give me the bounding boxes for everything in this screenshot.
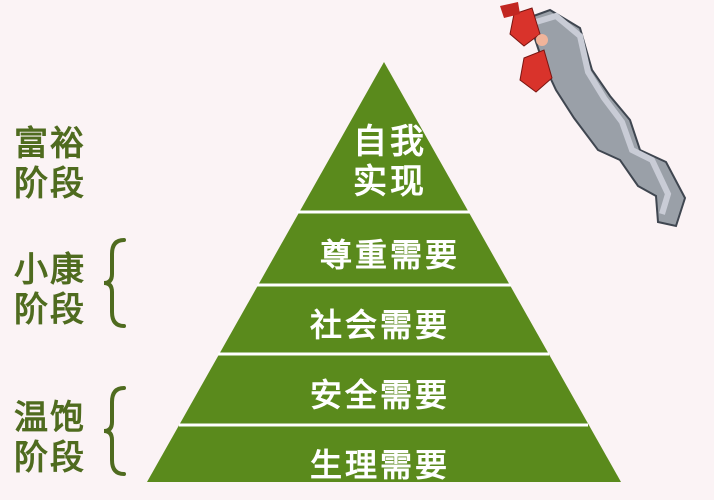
stage-moderate-line1: 小康	[14, 250, 86, 290]
pyramid-body	[147, 62, 621, 482]
subsistence-bracket	[103, 386, 126, 476]
climbing-path-decoration	[500, 2, 687, 228]
tier-social: 社会需要	[309, 306, 450, 344]
stage-moderate-line2: 阶段	[14, 290, 86, 330]
moderate-bracket	[103, 238, 126, 328]
stage-wealthy-line2: 阶段	[14, 164, 86, 204]
tier-top-line2: 实现	[353, 162, 427, 202]
figure-head-icon	[536, 34, 548, 46]
tier-esteem: 尊重需要	[319, 236, 460, 274]
stage-wealthy-line1: 富裕	[14, 124, 86, 164]
stage-subsistence-line1: 温饱	[14, 398, 86, 438]
stage-label-subsistence: 温饱 阶段	[14, 398, 94, 478]
stage-label-wealthy: 富裕 阶段	[14, 124, 94, 204]
figure-red-icon	[509, 7, 541, 47]
tier-safety: 安全需要	[309, 376, 450, 414]
tier-physiological: 生理需要	[309, 446, 450, 484]
stage-label-moderate: 小康 阶段	[14, 250, 94, 330]
tier-self-actualization: 自我 实现	[340, 122, 440, 202]
tier-top-line1: 自我	[353, 122, 427, 162]
stage-subsistence-line2: 阶段	[14, 438, 86, 478]
